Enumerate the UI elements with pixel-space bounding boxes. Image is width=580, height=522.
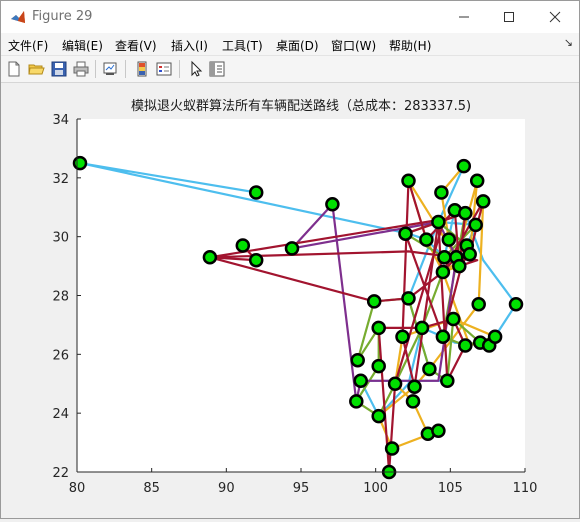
customer-node (350, 352, 365, 368)
customer-node (471, 297, 486, 312)
customer-node (401, 173, 416, 189)
customer-node (422, 361, 437, 377)
customer-node (440, 373, 455, 389)
customer-node (72, 155, 88, 171)
customer-node (371, 408, 386, 424)
customer-node (468, 217, 483, 233)
customer-node (248, 185, 264, 200)
customer-node (434, 185, 449, 200)
link-plot-icon[interactable] (101, 60, 119, 78)
customer-node (419, 232, 434, 247)
customer-node (441, 232, 457, 247)
y-tick-label: 34 (52, 113, 69, 128)
save-icon[interactable] (50, 60, 68, 78)
customer-node (353, 373, 368, 389)
customer-nodes (72, 155, 524, 480)
customer-node (401, 291, 416, 306)
property-inspector-icon[interactable] (208, 60, 226, 78)
insert-colorbar-icon[interactable] (133, 60, 151, 78)
x-tick-label: 80 (69, 481, 86, 496)
menu-view[interactable]: 查看(V) (115, 39, 157, 53)
x-tick-label: 95 (293, 481, 310, 496)
x-tick-label: 105 (438, 481, 463, 496)
customer-node (405, 394, 421, 409)
customer-node (371, 358, 386, 374)
customer-node (475, 194, 491, 209)
customer-node (387, 376, 403, 392)
toolbar-separator (125, 60, 126, 78)
customer-node (435, 264, 451, 280)
customer-node (456, 158, 472, 174)
menu-bar: 文件(F) 编辑(E) 查看(V) 插入(I) 工具(T) 桌面(D) 窗口(W… (1, 33, 579, 56)
new-figure-icon[interactable] (5, 60, 23, 78)
customer-node (395, 329, 410, 344)
y-tick-label: 32 (52, 172, 69, 187)
x-tick-label: 100 (363, 481, 388, 496)
matlab-app-icon (11, 11, 25, 23)
customer-node (508, 297, 524, 312)
customer-node (398, 226, 413, 241)
toolbar (1, 56, 579, 83)
maximize-button[interactable] (486, 1, 532, 33)
menu-insert[interactable]: 插入(I) (171, 39, 208, 53)
figure-canvas: 80 85 90 95 100 105 110 22 24 26 28 30 32 34 模拟退火蚁群算… (1, 83, 579, 518)
x-tick-label: 85 (143, 481, 160, 496)
y-tick-label: 24 (52, 407, 69, 422)
customer-node (202, 250, 218, 265)
x-tick-label: 90 (218, 481, 235, 496)
customer-node (414, 320, 430, 336)
title-bar: Figure 29 (1, 1, 579, 33)
y-tick-label: 28 (52, 290, 69, 305)
customer-node (462, 247, 477, 262)
x-tick-label: 110 (513, 481, 538, 496)
menu-tools[interactable]: 工具(T) (222, 39, 263, 53)
y-axis-ticks: 22 24 26 28 30 32 34 (52, 113, 81, 481)
toolbar-separator (179, 60, 180, 78)
menu-help[interactable]: 帮助(H) (389, 39, 432, 53)
edit-plot-icon[interactable] (187, 60, 205, 78)
customer-node (325, 197, 340, 212)
customer-node (235, 238, 251, 253)
customer-node (431, 214, 446, 230)
open-file-icon[interactable] (27, 60, 45, 78)
customer-node (366, 294, 382, 309)
minimize-icon (459, 16, 469, 18)
customer-node (371, 320, 386, 336)
customer-node (446, 311, 461, 327)
minimize-button[interactable] (441, 1, 487, 33)
customer-node (384, 441, 400, 456)
chart-title: 模拟退火蚁群算法所有车辆配送路线（总成本：283337.5) (131, 98, 471, 114)
customer-node (435, 329, 451, 344)
customer-node (349, 394, 364, 409)
customer-node (248, 252, 264, 268)
customer-node (431, 423, 446, 439)
menu-edit[interactable]: 编辑(E) (62, 39, 103, 53)
toolbar-separator (95, 60, 96, 78)
close-button[interactable] (532, 1, 578, 33)
customer-node (487, 329, 503, 344)
menu-file[interactable]: 文件(F) (8, 39, 49, 53)
maximize-icon (504, 12, 514, 22)
route-chart: 80 85 90 95 100 105 110 22 24 26 28 30 32 34 模拟退火蚁群算… (52, 98, 538, 496)
close-icon (549, 11, 561, 23)
customer-node (469, 173, 485, 189)
x-axis-ticks: 80 85 90 95 100 105 110 (69, 468, 538, 496)
window-title: Figure 29 (32, 9, 93, 24)
print-icon[interactable] (72, 60, 90, 78)
customer-node (437, 250, 452, 265)
dock-arrow-icon[interactable]: ↘ (563, 36, 573, 49)
y-tick-label: 26 (52, 348, 69, 363)
menu-window[interactable]: 窗口(W) (331, 39, 377, 53)
customer-node (458, 205, 473, 221)
y-tick-label: 22 (52, 466, 69, 481)
menu-desktop[interactable]: 桌面(D) (276, 39, 319, 53)
y-tick-label: 30 (52, 231, 69, 246)
customer-node (458, 338, 473, 353)
customer-node (284, 241, 300, 256)
customer-node (452, 258, 467, 274)
customer-node (407, 379, 422, 394)
insert-legend-icon[interactable] (155, 60, 173, 78)
